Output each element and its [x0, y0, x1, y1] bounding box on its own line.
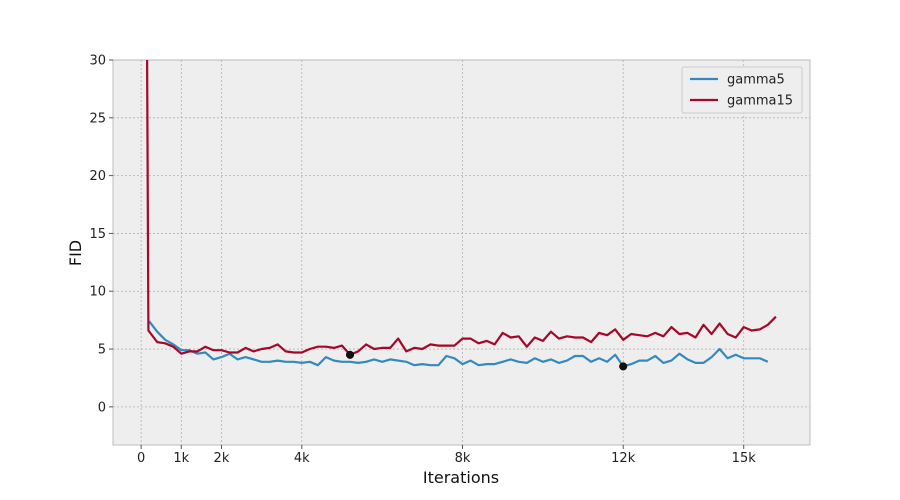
- plot-background: [112, 59, 811, 446]
- y-tick-label-0: 0: [98, 400, 106, 415]
- x-tick-label-8k: 8k: [455, 451, 471, 466]
- x-axis-label: Iterations: [423, 468, 499, 487]
- x-tick-label-4k: 4k: [294, 451, 310, 466]
- highlight-markers: [345, 350, 628, 371]
- grid-lines: [113, 59, 810, 445]
- legend-label-gamma5: gamma5: [727, 73, 785, 88]
- y-axis-label: FID: [66, 240, 85, 266]
- y-tick-label-25: 25: [89, 111, 106, 126]
- y-axis-ticks: 0 5 10 15 20 25 30: [89, 54, 113, 415]
- x-tick-label-12k: 12k: [611, 451, 636, 466]
- marker-point-gamma5: [619, 362, 628, 371]
- x-tick-label-2k: 2k: [214, 451, 230, 466]
- y-tick-label-30: 30: [89, 54, 106, 69]
- series-line-gamma15: [146, 59, 777, 356]
- y-tick-label-10: 10: [89, 285, 106, 300]
- series-line-gamma5: [148, 320, 769, 368]
- y-tick-label-20: 20: [89, 169, 106, 184]
- series-lines: [146, 59, 777, 368]
- legend: gamma5 gamma15: [681, 66, 803, 114]
- legend-label-gamma15: gamma15: [727, 94, 793, 109]
- x-axis-ticks: 0 1k 2k 4k 8k 12k 15k: [137, 445, 756, 466]
- x-tick-label-0: 0: [137, 451, 145, 466]
- marker-point-gamma15: [345, 350, 355, 359]
- x-tick-label-1k: 1k: [173, 451, 189, 466]
- x-tick-label-15k: 15k: [732, 451, 757, 466]
- y-tick-label-5: 5: [98, 343, 106, 358]
- y-tick-label-15: 15: [89, 227, 106, 242]
